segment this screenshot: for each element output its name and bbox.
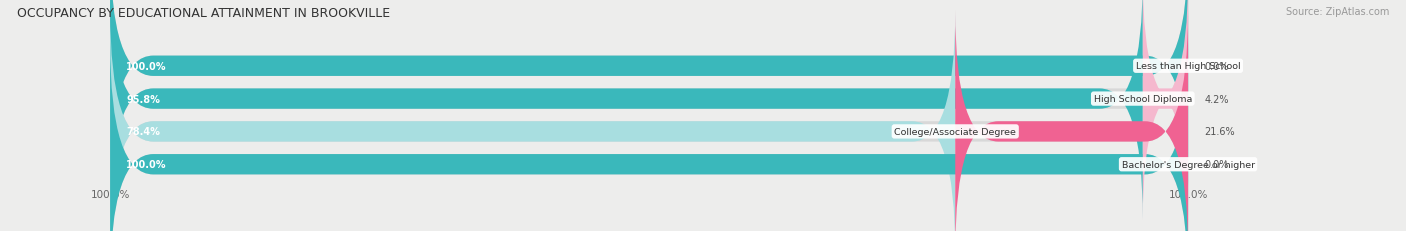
Text: Bachelor's Degree or higher: Bachelor's Degree or higher: [1122, 160, 1254, 169]
Text: 95.8%: 95.8%: [127, 94, 160, 104]
FancyBboxPatch shape: [110, 0, 1188, 187]
Text: 4.2%: 4.2%: [1204, 94, 1229, 104]
Text: 78.4%: 78.4%: [127, 127, 160, 137]
Text: High School Diploma: High School Diploma: [1094, 95, 1192, 104]
FancyBboxPatch shape: [1143, 0, 1188, 220]
FancyBboxPatch shape: [110, 44, 1188, 231]
Text: 21.6%: 21.6%: [1204, 127, 1234, 137]
Text: 0.0%: 0.0%: [1204, 61, 1229, 71]
Text: College/Associate Degree: College/Associate Degree: [894, 127, 1017, 136]
FancyBboxPatch shape: [110, 11, 1188, 231]
FancyBboxPatch shape: [110, 11, 955, 231]
Text: OCCUPANCY BY EDUCATIONAL ATTAINMENT IN BROOKVILLE: OCCUPANCY BY EDUCATIONAL ATTAINMENT IN B…: [17, 7, 389, 20]
FancyBboxPatch shape: [110, 0, 1143, 220]
FancyBboxPatch shape: [110, 0, 1188, 187]
Text: Source: ZipAtlas.com: Source: ZipAtlas.com: [1285, 7, 1389, 17]
Text: 100.0%: 100.0%: [127, 160, 167, 170]
FancyBboxPatch shape: [110, 0, 1188, 220]
FancyBboxPatch shape: [110, 44, 1188, 231]
FancyBboxPatch shape: [955, 11, 1188, 231]
Text: Less than High School: Less than High School: [1136, 62, 1240, 71]
Text: 0.0%: 0.0%: [1204, 160, 1229, 170]
Text: 100.0%: 100.0%: [127, 61, 167, 71]
